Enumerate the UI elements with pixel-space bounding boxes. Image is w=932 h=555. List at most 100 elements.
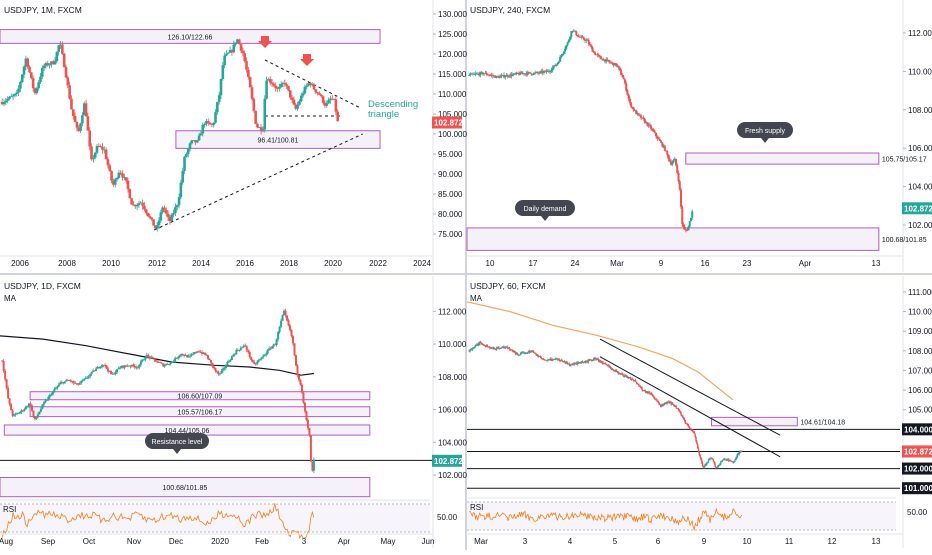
candle-body xyxy=(557,358,559,360)
candle-body xyxy=(529,351,532,353)
candle-body xyxy=(661,403,663,407)
candle-body xyxy=(531,350,533,352)
candle-body xyxy=(626,90,629,95)
candle-body xyxy=(571,30,574,32)
chart-title: USDJPY, 60, FXCM xyxy=(470,281,545,291)
chart-panel-1: 130.000 125.000 120.000 115.000 110.000 105.0… xyxy=(0,0,467,272)
candle-body xyxy=(204,352,207,355)
chart-title: USDJPY, 1M, FXCM xyxy=(4,5,82,15)
candle-body xyxy=(270,82,274,84)
candle-body xyxy=(146,212,150,217)
candle-body xyxy=(48,394,51,397)
candle-body xyxy=(615,369,618,372)
candle-body xyxy=(562,361,564,362)
candle-body xyxy=(574,30,577,32)
candle-body xyxy=(41,404,44,409)
candle-body xyxy=(522,352,524,354)
candle-body xyxy=(101,365,104,367)
candle-body xyxy=(654,398,657,400)
candle-body xyxy=(126,180,130,190)
candle-body xyxy=(575,31,578,36)
candle-body xyxy=(606,59,609,61)
candle-body xyxy=(495,76,498,78)
candle-body xyxy=(212,366,215,368)
candle-body xyxy=(323,102,327,106)
candle-body xyxy=(145,354,148,358)
candle-body xyxy=(581,362,583,363)
candle-body xyxy=(554,358,556,360)
candle-body xyxy=(727,459,730,461)
candle-body xyxy=(257,127,261,129)
candle-body xyxy=(211,362,214,367)
zone-2 xyxy=(29,406,371,418)
candle-body xyxy=(515,352,518,354)
candle-body xyxy=(471,73,474,75)
candle-body xyxy=(163,365,166,367)
candle-body xyxy=(633,110,636,112)
x-tick-label: Mar xyxy=(610,259,624,268)
candle-body xyxy=(634,380,636,381)
candle-body xyxy=(738,452,740,455)
candle-body xyxy=(692,431,695,433)
candle-body xyxy=(590,45,593,48)
x-tick-label: 2006 xyxy=(11,259,29,268)
candle-body xyxy=(133,205,137,207)
price-tag-bg xyxy=(432,454,462,467)
candle-body xyxy=(627,94,630,99)
candle-body xyxy=(168,364,171,365)
candle-body xyxy=(50,394,53,396)
candle-body xyxy=(553,359,556,361)
zone-label: 100.68/101.85 xyxy=(163,485,208,492)
candle-body xyxy=(298,101,301,105)
candle-body xyxy=(632,107,635,111)
candle-body xyxy=(563,361,566,363)
candle-body xyxy=(20,410,23,413)
candle-body xyxy=(656,136,659,139)
candle-body xyxy=(88,130,92,147)
candle-body xyxy=(192,140,195,141)
candle-body xyxy=(287,320,290,326)
candle-body xyxy=(681,206,684,225)
rsi-label: RSI xyxy=(3,505,16,514)
candle-body xyxy=(235,350,238,354)
candle-body xyxy=(226,362,229,366)
candle-body xyxy=(675,406,677,408)
candle-body xyxy=(572,30,575,32)
candle-body xyxy=(253,361,256,364)
candle-body xyxy=(181,353,184,356)
candle-body xyxy=(6,98,9,101)
candle-body xyxy=(40,68,44,77)
chart-title: USDJPY, 1D, FXCM xyxy=(4,281,81,291)
candle-body xyxy=(652,129,655,132)
candle-body xyxy=(702,466,705,468)
candle-body xyxy=(610,367,612,369)
candle-body xyxy=(701,463,704,467)
candle-body xyxy=(644,390,647,393)
candle-body xyxy=(299,95,303,102)
chart-title: USDJPY, 240, FXCM xyxy=(470,5,550,15)
candle-body xyxy=(36,414,39,418)
candle-body xyxy=(527,72,530,73)
candle-body xyxy=(537,356,540,357)
callout-resistance-level-bg xyxy=(145,433,209,449)
candle-body xyxy=(716,466,719,468)
candle-body xyxy=(711,458,714,460)
candle-body xyxy=(682,417,685,419)
candle-body xyxy=(267,79,270,81)
candle-body xyxy=(208,358,211,361)
candle-body xyxy=(283,310,286,315)
candle-body xyxy=(22,66,26,75)
candle-body xyxy=(528,350,531,353)
candle-body xyxy=(307,83,310,86)
candle-body xyxy=(147,354,150,357)
candle-body xyxy=(543,359,546,361)
candle-body xyxy=(503,74,506,78)
candle-body xyxy=(512,350,514,352)
candle-body xyxy=(634,380,637,382)
candle-body xyxy=(48,64,51,66)
candle-body xyxy=(180,353,183,356)
candle-body xyxy=(479,342,481,345)
candle-body xyxy=(672,160,675,163)
x-tick-label: 2008 xyxy=(58,259,76,268)
candle-body xyxy=(532,351,534,352)
